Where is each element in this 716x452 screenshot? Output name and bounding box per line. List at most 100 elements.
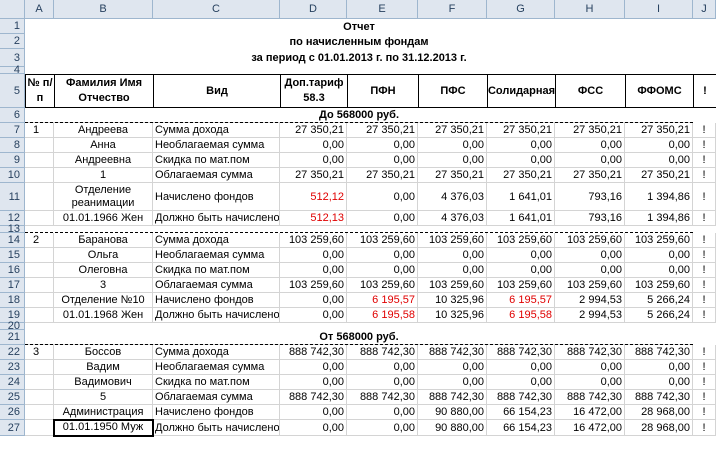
- cell-value-d[interactable]: 0,00: [280, 138, 347, 153]
- cell-value-g[interactable]: 27 350,21: [487, 168, 555, 183]
- cell-value-e[interactable]: 0,00: [347, 420, 418, 436]
- cell-kind[interactable]: Необлагаемая сумма: [153, 360, 280, 375]
- row-header-22[interactable]: 22: [0, 345, 25, 360]
- cell-value-d[interactable]: 27 350,21: [280, 168, 347, 183]
- row-header-4[interactable]: 4: [0, 64, 25, 76]
- cell-value-f[interactable]: 10 325,96: [418, 293, 487, 308]
- cell-value-i[interactable]: 0,00: [625, 138, 693, 153]
- cell-kind[interactable]: Облагаемая сумма: [153, 278, 280, 293]
- cell-value-d[interactable]: 0,00: [280, 375, 347, 390]
- cell-kind[interactable]: Начислено фондов: [153, 183, 280, 211]
- cell-value-h[interactable]: 793,16: [555, 183, 625, 211]
- cell-value-g[interactable]: 1 641,01: [487, 211, 555, 226]
- cell-name[interactable]: Анна: [54, 138, 153, 153]
- row-header-26[interactable]: 26: [0, 405, 25, 420]
- cell-value-h[interactable]: 27 350,21: [555, 123, 625, 138]
- column-header-j[interactable]: J: [693, 0, 716, 19]
- cell-value-f[interactable]: 0,00: [418, 248, 487, 263]
- cell-value-e[interactable]: 6 195,57: [347, 293, 418, 308]
- row-header-12[interactable]: 12: [0, 211, 25, 226]
- column-header-a[interactable]: A: [25, 0, 54, 19]
- cell-value-d[interactable]: 103 259,60: [280, 278, 347, 293]
- cell-value-e[interactable]: 0,00: [347, 138, 418, 153]
- cell-value-i[interactable]: 0,00: [625, 263, 693, 278]
- cell-name[interactable]: Олеговна: [54, 263, 153, 278]
- cell-value-i[interactable]: 27 350,21: [625, 168, 693, 183]
- column-header-b[interactable]: B: [54, 0, 153, 19]
- cell-name[interactable]: Боссов: [54, 345, 153, 360]
- cell-value-g[interactable]: 0,00: [487, 138, 555, 153]
- cell-name[interactable]: 01.01.1968 Жен: [54, 308, 153, 323]
- cell-value-d[interactable]: 888 742,30: [280, 390, 347, 405]
- cell-name[interactable]: Администрация: [54, 405, 153, 420]
- cell-value-i[interactable]: 103 259,60: [625, 278, 693, 293]
- cell-kind[interactable]: Скидка по мат.пом: [153, 263, 280, 278]
- cell-value-d[interactable]: 512,13: [280, 211, 347, 226]
- row-header-6[interactable]: 6: [0, 108, 25, 123]
- cell-value-g[interactable]: 103 259,60: [487, 233, 555, 248]
- row-header-2[interactable]: 2: [0, 34, 25, 49]
- cell-value-f[interactable]: 10 325,96: [418, 308, 487, 323]
- cell-kind[interactable]: Скидка по мат.пом: [153, 153, 280, 168]
- cell-value-h[interactable]: 888 742,30: [555, 390, 625, 405]
- row-header-18[interactable]: 18: [0, 293, 25, 308]
- cell-value-d[interactable]: 0,00: [280, 420, 347, 436]
- cell-value-d[interactable]: 512,12: [280, 183, 347, 211]
- row-header-1[interactable]: 1: [0, 19, 25, 34]
- cell-value-e[interactable]: 103 259,60: [347, 233, 418, 248]
- row-header-3[interactable]: 3: [0, 49, 25, 67]
- cell-value-e[interactable]: 0,00: [347, 375, 418, 390]
- cell-value-e[interactable]: 0,00: [347, 405, 418, 420]
- cell-value-g[interactable]: 0,00: [487, 375, 555, 390]
- cell-value-f[interactable]: 0,00: [418, 138, 487, 153]
- row-header-20[interactable]: 20: [0, 320, 25, 332]
- cell-value-i[interactable]: 28 968,00: [625, 405, 693, 420]
- cell-value-g[interactable]: 0,00: [487, 248, 555, 263]
- cell-kind[interactable]: Необлагаемая сумма: [153, 138, 280, 153]
- cell-value-f[interactable]: 103 259,60: [418, 278, 487, 293]
- cell-name[interactable]: Отделение №10: [54, 293, 153, 308]
- cell-kind[interactable]: Сумма дохода: [153, 345, 280, 360]
- row-header-8[interactable]: 8: [0, 138, 25, 153]
- cell-value-d[interactable]: 0,00: [280, 405, 347, 420]
- column-header-i[interactable]: I: [625, 0, 693, 19]
- cell-value-g[interactable]: 66 154,23: [487, 420, 555, 436]
- cell-name[interactable]: 3: [54, 278, 153, 293]
- row-header-15[interactable]: 15: [0, 248, 25, 263]
- cell-value-h[interactable]: 0,00: [555, 153, 625, 168]
- cell-name[interactable]: Андреева: [54, 123, 153, 138]
- cell-name[interactable]: Вадимович: [54, 375, 153, 390]
- cell-value-f[interactable]: 103 259,60: [418, 233, 487, 248]
- cell-value-f[interactable]: 4 376,03: [418, 183, 487, 211]
- column-header-e[interactable]: E: [347, 0, 418, 19]
- cell-value-i[interactable]: 1 394,86: [625, 211, 693, 226]
- cell-value-g[interactable]: 66 154,23: [487, 405, 555, 420]
- cell-value-h[interactable]: 16 472,00: [555, 420, 625, 436]
- cell-kind[interactable]: Должно быть начислено: [153, 308, 280, 323]
- cell-value-i[interactable]: 28 968,00: [625, 420, 693, 436]
- row-header-27[interactable]: 27: [0, 420, 25, 436]
- cell-value-g[interactable]: 1 641,01: [487, 183, 555, 211]
- cell-value-i[interactable]: 888 742,30: [625, 390, 693, 405]
- cell-kind[interactable]: Необлагаемая сумма: [153, 248, 280, 263]
- cell-value-i[interactable]: 0,00: [625, 153, 693, 168]
- cell-value-f[interactable]: 27 350,21: [418, 168, 487, 183]
- cell-value-e[interactable]: 0,00: [347, 360, 418, 375]
- cell-value-h[interactable]: 0,00: [555, 263, 625, 278]
- column-header-f[interactable]: F: [418, 0, 487, 19]
- row-header-24[interactable]: 24: [0, 375, 25, 390]
- column-header-d[interactable]: D: [280, 0, 347, 19]
- cell-value-i[interactable]: 1 394,86: [625, 183, 693, 211]
- cell-value-f[interactable]: 0,00: [418, 263, 487, 278]
- cell-value-f[interactable]: 888 742,30: [418, 390, 487, 405]
- cell-value-h[interactable]: 0,00: [555, 360, 625, 375]
- cell-value-e[interactable]: 0,00: [347, 263, 418, 278]
- cell-value-h[interactable]: 0,00: [555, 248, 625, 263]
- cell-value-h[interactable]: 103 259,60: [555, 233, 625, 248]
- row-header-9[interactable]: 9: [0, 153, 25, 168]
- column-header-c[interactable]: C: [153, 0, 280, 19]
- cell-value-i[interactable]: 27 350,21: [625, 123, 693, 138]
- cell-value-f[interactable]: 90 880,00: [418, 420, 487, 436]
- row-header-14[interactable]: 14: [0, 233, 25, 248]
- cell-value-d[interactable]: 0,00: [280, 248, 347, 263]
